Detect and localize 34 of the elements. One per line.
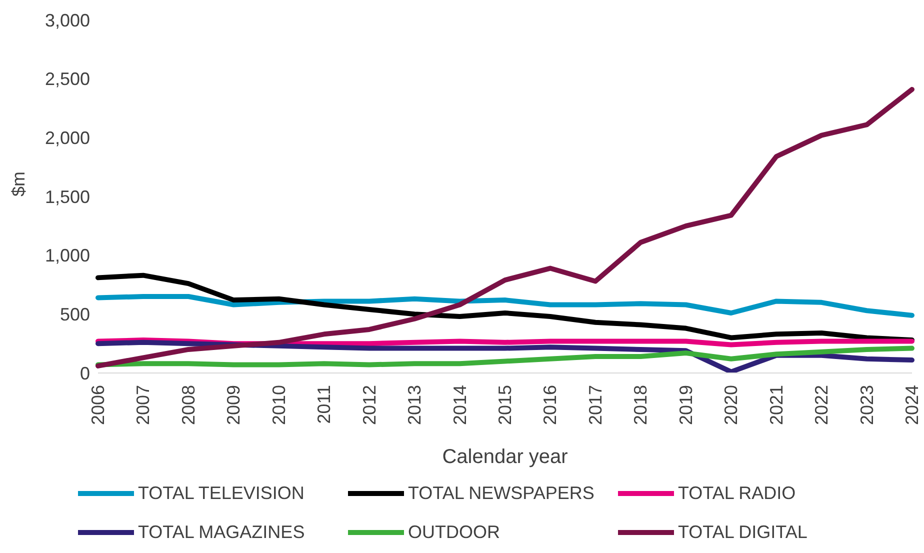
y-tick-label: 3,000: [44, 10, 90, 30]
x-tick-label: 2009: [224, 385, 244, 426]
x-tick-label: 2020: [721, 385, 742, 426]
x-tick-label: 2007: [133, 385, 154, 426]
y-tick-label: 1,500: [44, 186, 90, 207]
x-axis-title: Calendar year: [442, 446, 568, 468]
x-tick-label: 2010: [268, 385, 289, 426]
x-tick-label: 2014: [450, 385, 470, 426]
y-tick-label: 2,500: [44, 69, 90, 90]
x-tick-label: 2017: [585, 385, 606, 426]
y-tick-label: 1,000: [44, 246, 90, 266]
legend-label: TOTAL NEWSPAPERS: [408, 483, 594, 504]
x-tick-label: 2013: [404, 385, 425, 426]
y-tick-label: 500: [60, 304, 90, 325]
legend-label: TOTAL DIGITAL: [678, 522, 808, 543]
x-tick-label: 2019: [676, 385, 696, 426]
x-tick-label: 2006: [88, 385, 108, 426]
x-tick-label: 2012: [359, 385, 380, 426]
x-tick-label: 2021: [766, 385, 786, 426]
x-tick-label: 2024: [902, 385, 922, 426]
x-tick-label: 2015: [495, 385, 515, 426]
x-tick-label: 2008: [178, 385, 198, 426]
x-tick-label: 2016: [540, 385, 560, 426]
x-tick-label: 2022: [812, 385, 832, 426]
x-tick-label: 2018: [630, 385, 651, 426]
y-axis-title: $m: [8, 171, 28, 196]
legend-label: TOTAL MAGAZINES: [138, 522, 305, 543]
legend-label: TOTAL TELEVISION: [138, 483, 304, 504]
y-tick-label: 2,000: [44, 128, 90, 148]
x-tick-label: 2011: [314, 385, 334, 424]
y-tick-label: 0: [80, 363, 90, 384]
legend-label: TOTAL RADIO: [678, 483, 796, 504]
x-tick-label: 2023: [856, 385, 877, 426]
legend-label: OUTDOOR: [408, 522, 500, 543]
